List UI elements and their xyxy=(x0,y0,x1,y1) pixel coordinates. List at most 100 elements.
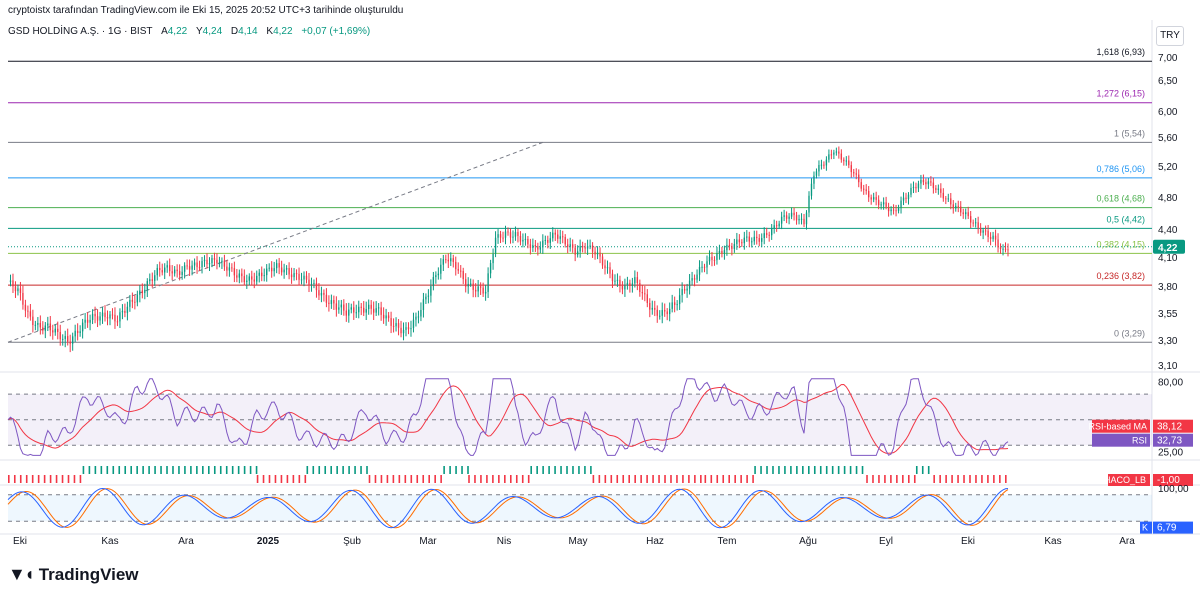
candle-body xyxy=(320,292,323,296)
candle-body xyxy=(686,288,688,291)
haco-bar xyxy=(360,466,362,474)
haco-bars xyxy=(8,466,1007,483)
candle xyxy=(422,292,425,318)
candle xyxy=(487,267,489,298)
candle-body xyxy=(877,199,880,206)
candle-body xyxy=(482,287,484,294)
candle-body xyxy=(626,282,629,286)
candle xyxy=(151,272,153,288)
candle xyxy=(278,257,280,275)
haco-bar xyxy=(676,475,678,483)
candle-body xyxy=(39,322,42,328)
candle xyxy=(688,274,691,295)
fib-level-label: 0,382 (4,15) xyxy=(1096,239,1145,249)
candle-body xyxy=(942,192,945,199)
candle xyxy=(1002,244,1004,256)
haco-bar xyxy=(963,475,965,483)
candle-body xyxy=(141,290,144,294)
candle-body xyxy=(780,216,783,224)
candle-body xyxy=(920,179,922,184)
haco-bar xyxy=(124,466,127,474)
candle xyxy=(579,239,581,258)
candle xyxy=(639,279,641,297)
candle-body xyxy=(547,239,549,243)
candle-body xyxy=(211,258,213,264)
candle-body xyxy=(151,279,153,281)
haco-bar xyxy=(584,466,586,474)
candle xyxy=(425,293,427,304)
candle-body xyxy=(711,256,713,260)
candle-body xyxy=(1002,248,1004,250)
candle xyxy=(290,267,293,284)
candle-body xyxy=(432,277,435,287)
haco-bar xyxy=(461,466,463,474)
candle-body xyxy=(318,290,320,296)
candle-body xyxy=(450,258,452,262)
candle-body xyxy=(965,212,967,215)
candle-body xyxy=(507,231,509,233)
candle xyxy=(743,231,746,250)
candle-body xyxy=(24,304,27,311)
candle-body xyxy=(345,310,347,316)
candle-body xyxy=(611,273,614,282)
candle xyxy=(838,146,840,159)
candle xyxy=(517,228,519,243)
candle-body xyxy=(208,263,211,265)
candle-body xyxy=(47,323,49,326)
candle-body xyxy=(716,253,718,261)
candle-body xyxy=(474,289,477,292)
candle-body xyxy=(666,311,668,315)
candle-body xyxy=(564,236,566,245)
candle xyxy=(900,196,902,214)
candle xyxy=(766,227,768,239)
candle-body xyxy=(721,251,723,254)
last-price-badge xyxy=(1153,239,1185,254)
candle-body xyxy=(925,182,927,185)
candle-body xyxy=(671,302,673,309)
candle xyxy=(467,277,469,294)
candle xyxy=(529,238,532,255)
candle xyxy=(348,302,350,323)
haco-bar xyxy=(354,466,356,474)
rsi-indicator-label: RSI-based MA xyxy=(1088,422,1147,432)
candle xyxy=(420,302,422,322)
candle-body xyxy=(405,327,407,330)
candle-body xyxy=(875,197,877,200)
haco-bar xyxy=(280,475,283,483)
candle xyxy=(614,274,616,285)
candle xyxy=(14,281,17,298)
candle xyxy=(915,182,917,193)
candle-body xyxy=(810,183,813,196)
candle xyxy=(870,194,872,205)
candle xyxy=(982,227,984,240)
candle-body xyxy=(275,263,278,269)
candle xyxy=(651,300,653,315)
candle xyxy=(181,266,183,280)
candle-body xyxy=(927,181,930,185)
candle-body xyxy=(29,311,32,317)
candle-body xyxy=(134,301,136,303)
candle-body xyxy=(659,315,661,317)
candle-body xyxy=(915,186,917,189)
candle-body xyxy=(288,268,290,275)
candle-body xyxy=(236,275,238,278)
rsi-label-badge xyxy=(1092,419,1150,433)
candle xyxy=(571,239,574,253)
symbol-name[interactable]: GSD HOLDİNG A.Ş. · 1G · BIST xyxy=(8,26,153,37)
candle-body xyxy=(407,327,410,330)
candle-body xyxy=(820,164,823,166)
candle-body xyxy=(805,212,808,225)
candle xyxy=(840,149,843,163)
candle-body xyxy=(186,265,188,267)
candle xyxy=(848,155,850,169)
currency-button[interactable]: TRY xyxy=(1156,26,1184,46)
candle xyxy=(173,266,176,277)
candle xyxy=(825,156,828,171)
tradingview-logo[interactable]: ▼◖ TradingView xyxy=(8,564,139,585)
candle-body xyxy=(542,240,544,248)
rsi-label-badge xyxy=(1092,433,1150,447)
candle-body xyxy=(604,265,606,269)
rsi-tick-label: 80,00 xyxy=(1158,377,1183,388)
candle-body xyxy=(183,265,186,272)
